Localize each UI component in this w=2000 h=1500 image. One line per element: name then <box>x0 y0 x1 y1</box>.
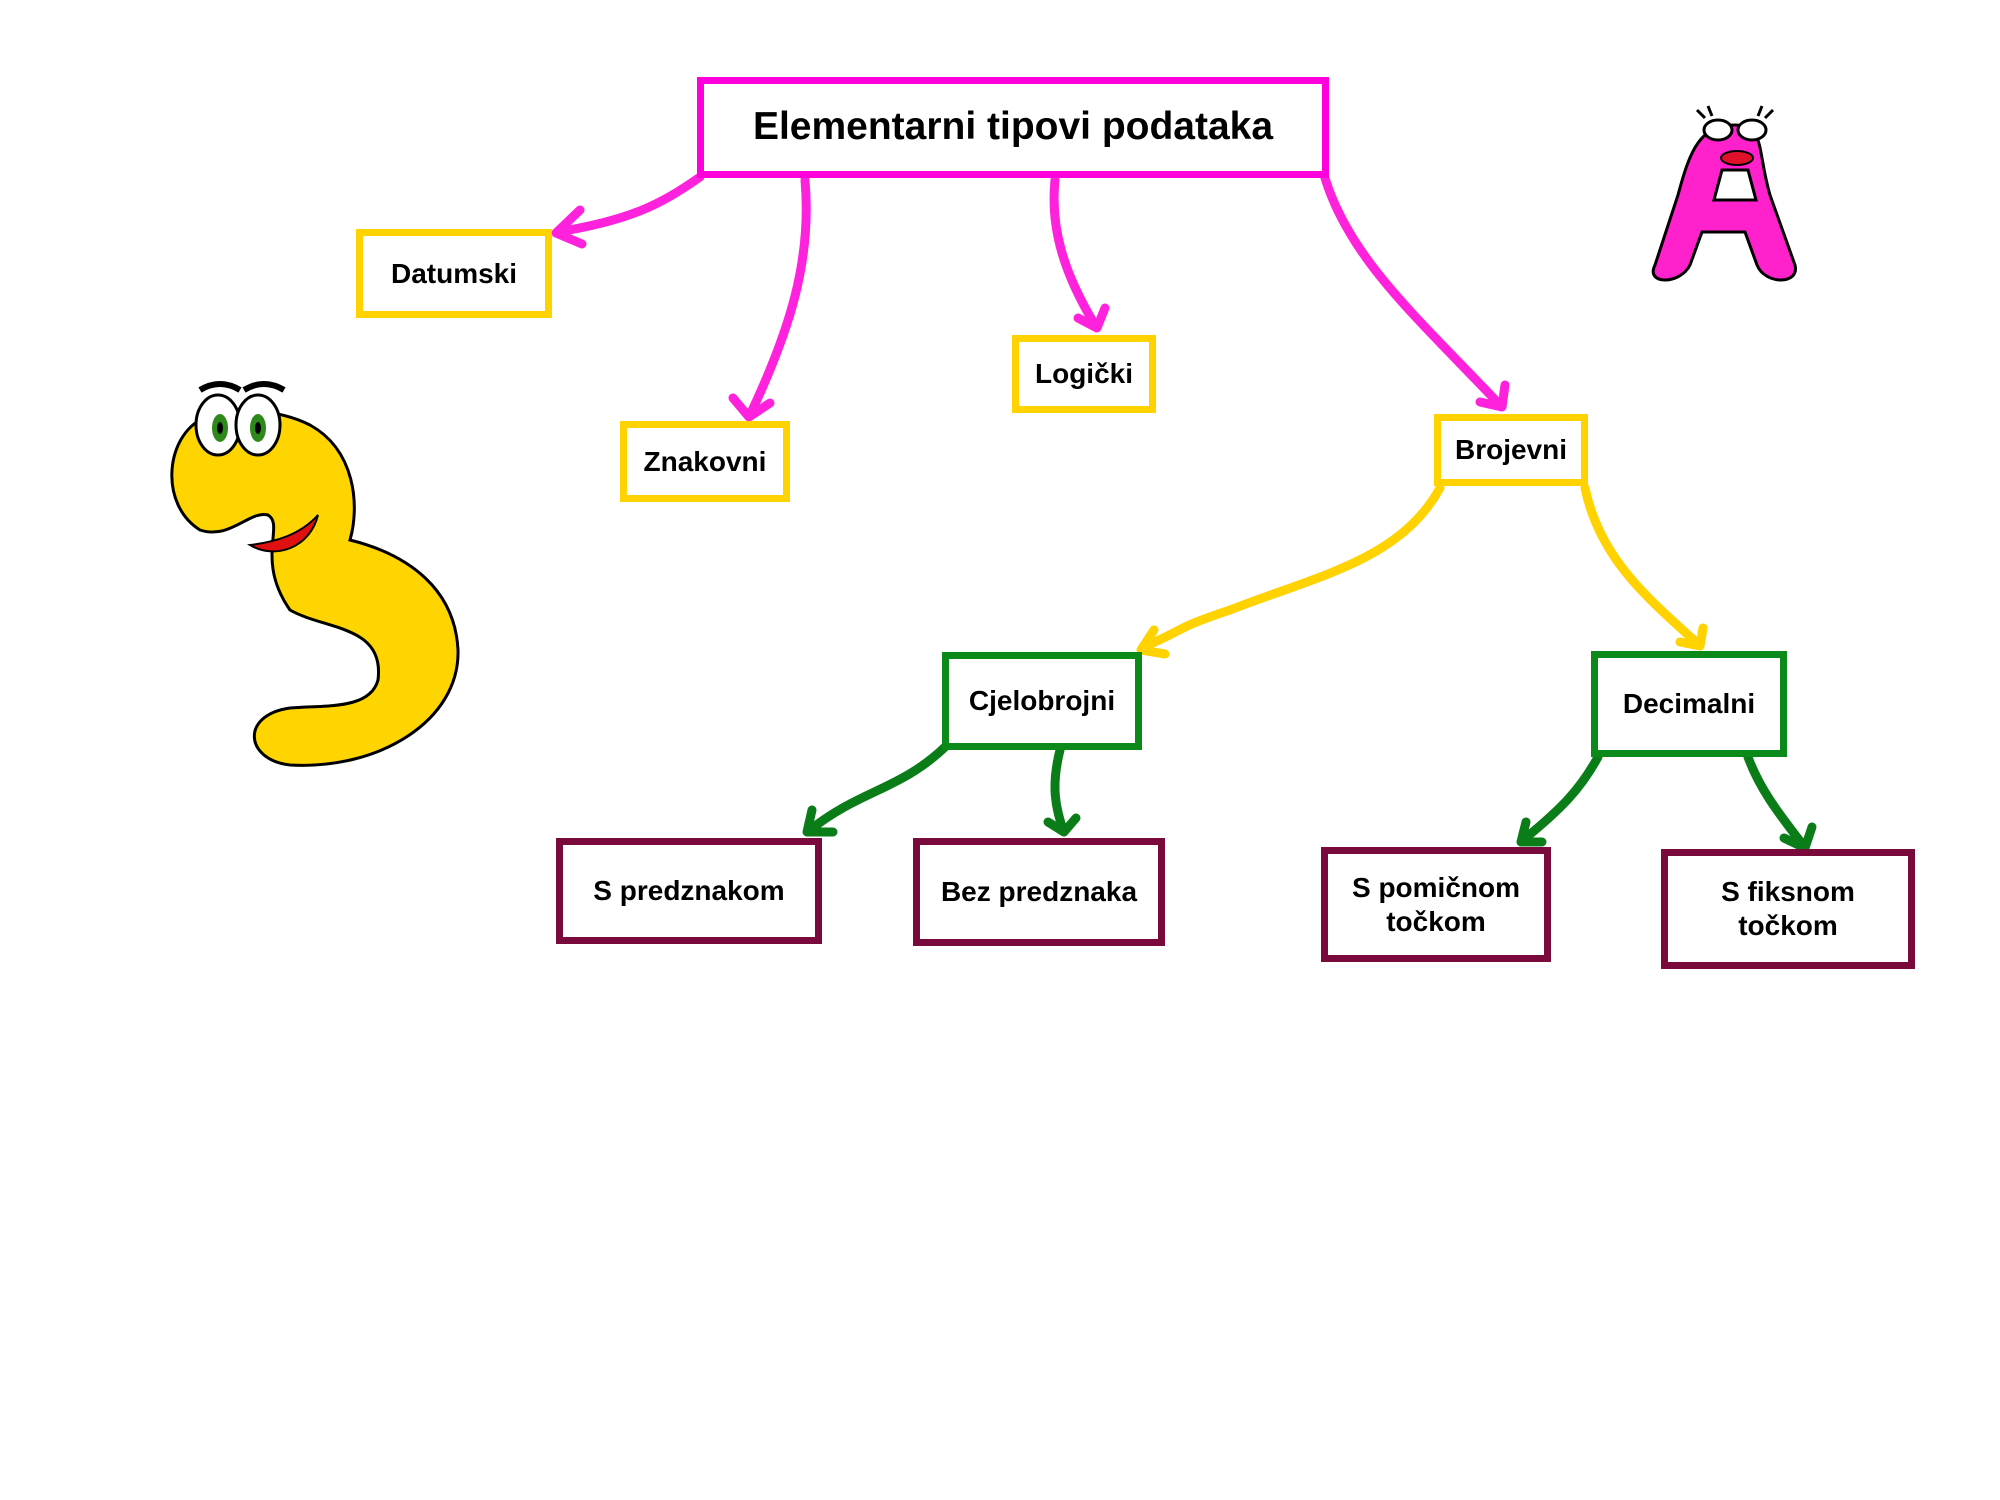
edge-cjelobrojni-bezpredznaka <box>1043 745 1081 837</box>
node-decimalni: Decimalni <box>1591 651 1787 757</box>
diagram-title: Elementarni tipovi podataka <box>697 77 1329 178</box>
node-datumski: Datumski <box>356 229 552 318</box>
cartoon-letter-a-icon <box>1651 105 1797 282</box>
edge-root-datumski <box>551 172 705 249</box>
edge-cjelobrojni-spredznakom <box>802 742 950 837</box>
node-cjelobrojni: Cjelobrojni <box>942 652 1142 750</box>
node-bez-predznaka: Bez predznaka <box>913 838 1165 946</box>
edge-brojevni-cjelobrojni <box>1136 483 1445 659</box>
node-brojevni: Brojevni <box>1434 414 1588 486</box>
node-s-predznakom: S predznakom <box>556 838 822 944</box>
cartoon-number-3-icon <box>170 381 460 767</box>
edge-root-logicki <box>1049 175 1110 333</box>
node-s-pomicnom-tockom: S pomičnom točkom <box>1321 847 1551 962</box>
edge-decimalni-sfiksnom <box>1743 752 1817 853</box>
node-znakovni: Znakovni <box>620 421 790 502</box>
edge-root-znakovni <box>728 175 811 422</box>
edge-decimalni-spomicnom <box>1516 752 1603 847</box>
node-logicki: Logički <box>1012 335 1156 413</box>
edge-root-brojevni <box>1320 173 1510 412</box>
edge-brojevni-decimalni <box>1580 483 1708 651</box>
node-s-fiksnom-tockom: S fiksnom točkom <box>1661 849 1915 969</box>
